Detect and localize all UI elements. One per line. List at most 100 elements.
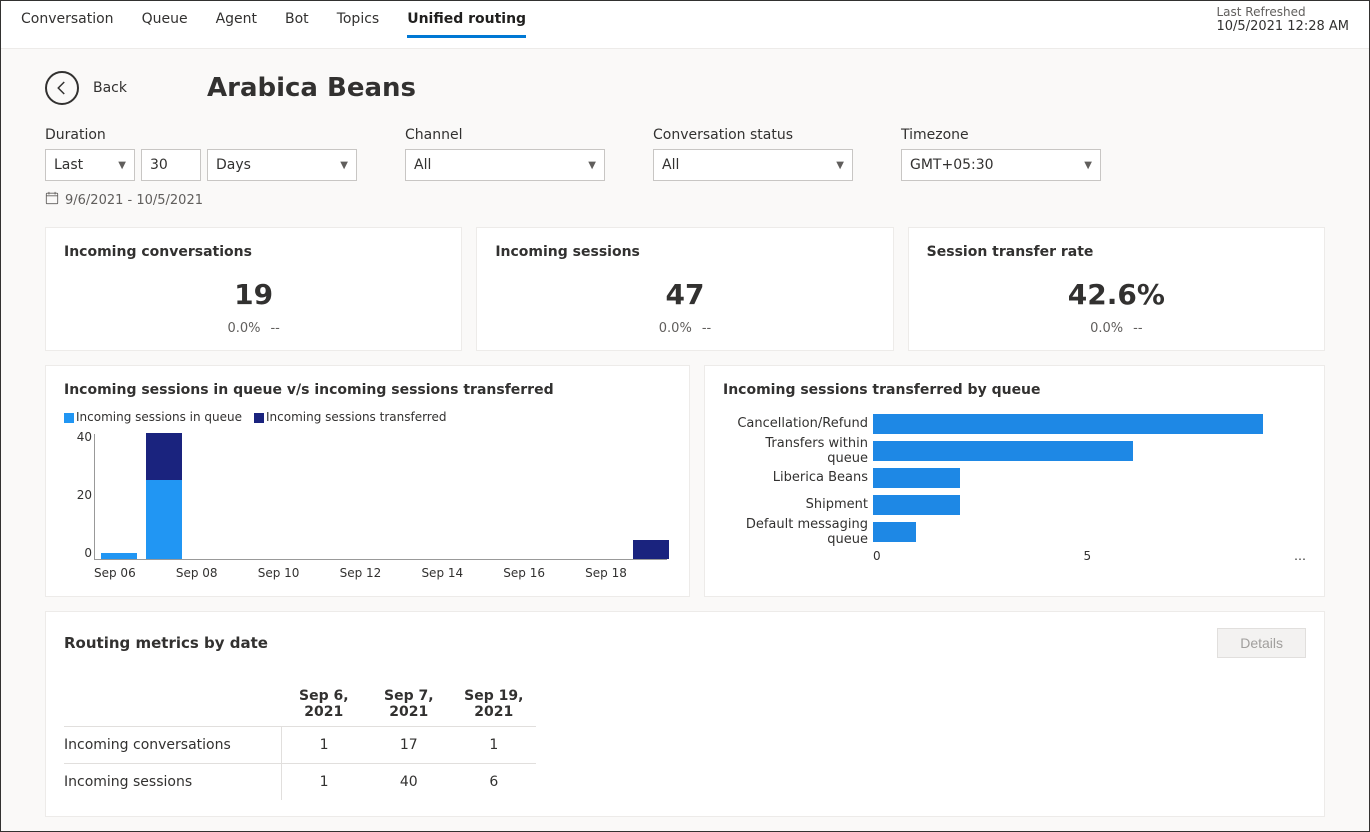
chart-transferred-by-queue: Incoming sessions transferred by queue C… — [704, 365, 1325, 597]
last-refreshed: Last Refreshed 10/5/2021 12:28 AM — [1217, 5, 1350, 34]
routing-row-label: Incoming conversations — [64, 727, 281, 764]
date-range-text: 9/6/2021 - 10/5/2021 — [65, 193, 203, 208]
duration-unit-select[interactable]: Days▼ — [207, 149, 357, 181]
chevron-down-icon: ▼ — [340, 160, 348, 171]
last-refreshed-value: 10/5/2021 12:28 AM — [1217, 19, 1350, 34]
routing-col-header: Sep 19, 2021 — [451, 682, 536, 727]
calendar-icon — [45, 191, 59, 209]
bar-in-queue — [146, 480, 182, 559]
hbar-label: Liberica Beans — [723, 470, 868, 485]
back-label[interactable]: Back — [93, 80, 127, 96]
chevron-down-icon: ▼ — [118, 160, 126, 171]
bar-stack — [633, 540, 669, 559]
hbar-row: Transfers within queue — [873, 437, 1306, 464]
kpi-title: Incoming sessions — [495, 244, 874, 260]
y-tick: 40 — [77, 430, 92, 444]
kpi-title: Session transfer rate — [927, 244, 1306, 260]
back-button[interactable] — [45, 71, 79, 105]
hx-tick: 0 — [873, 549, 881, 563]
page-title: Arabica Beans — [207, 73, 416, 103]
tab-conversation[interactable]: Conversation — [21, 11, 114, 38]
x-tick: Sep 08 — [176, 566, 258, 580]
timezone-label: Timezone — [901, 127, 1101, 143]
hbar-label: Cancellation/Refund — [723, 416, 868, 431]
routing-col-header: Sep 7, 2021 — [366, 682, 451, 727]
status-select[interactable]: All▼ — [653, 149, 853, 181]
legend-label: Incoming sessions transferred — [266, 410, 446, 424]
hbar — [873, 414, 1263, 434]
hbar — [873, 522, 916, 542]
routing-col-header — [64, 682, 281, 727]
chevron-down-icon: ▼ — [588, 160, 596, 171]
channel-label: Channel — [405, 127, 605, 143]
hbar-label: Shipment — [723, 497, 868, 512]
legend-swatch — [254, 413, 264, 423]
kpi-value: 47 — [495, 278, 874, 311]
tab-agent[interactable]: Agent — [216, 11, 257, 38]
hbar-row: Liberica Beans — [873, 464, 1306, 491]
status-label: Conversation status — [653, 127, 853, 143]
hbar-row: Shipment — [873, 491, 1306, 518]
x-tick: Sep 18 — [585, 566, 667, 580]
kpi-sub: 0.0%-- — [927, 321, 1306, 336]
routing-cell: 40 — [366, 764, 451, 801]
x-tick: Sep 14 — [421, 566, 503, 580]
x-tick: Sep 10 — [258, 566, 340, 580]
routing-cell: 17 — [366, 727, 451, 764]
routing-col-header: Sep 6, 2021 — [281, 682, 366, 727]
hx-tick: … — [1294, 549, 1306, 563]
chart1-title: Incoming sessions in queue v/s incoming … — [64, 382, 671, 398]
chart2-title: Incoming sessions transferred by queue — [723, 382, 1306, 398]
kpi-sub: 0.0%-- — [495, 321, 874, 336]
bar-stack — [101, 553, 137, 559]
y-tick: 0 — [84, 546, 92, 560]
kpi-title: Incoming conversations — [64, 244, 443, 260]
details-button[interactable]: Details — [1217, 628, 1306, 658]
legend-label: Incoming sessions in queue — [76, 410, 242, 424]
legend-swatch — [64, 413, 74, 423]
hbar-label: Default messaging queue — [723, 517, 868, 547]
hbar-label: Transfers within queue — [723, 436, 868, 466]
routing-metrics-panel: Routing metrics by date Details Sep 6, 2… — [45, 611, 1325, 817]
tab-unified-routing[interactable]: Unified routing — [407, 11, 526, 38]
chevron-down-icon: ▼ — [1084, 160, 1092, 171]
chart-sessions-vs-transferred: Incoming sessions in queue v/s incoming … — [45, 365, 690, 597]
tab-bot[interactable]: Bot — [285, 11, 309, 38]
bar-in-queue — [101, 553, 137, 559]
hbar-row: Default messaging queue — [873, 518, 1306, 545]
timezone-select[interactable]: GMT+05:30▼ — [901, 149, 1101, 181]
routing-cell: 1 — [281, 764, 366, 801]
duration-num-input[interactable]: 30 — [141, 149, 201, 181]
x-tick: Sep 16 — [503, 566, 585, 580]
routing-cell: 1 — [451, 727, 536, 764]
tab-topics[interactable]: Topics — [337, 11, 380, 38]
routing-cell: 6 — [451, 764, 536, 801]
kpi-sub: 0.0%-- — [64, 321, 443, 336]
hbar — [873, 468, 960, 488]
bar-transferred — [146, 433, 182, 480]
last-refreshed-label: Last Refreshed — [1217, 5, 1350, 19]
channel-select[interactable]: All▼ — [405, 149, 605, 181]
chevron-down-icon: ▼ — [836, 160, 844, 171]
hbar — [873, 495, 960, 515]
duration-label: Duration — [45, 127, 357, 143]
tabs-nav: Conversation Queue Agent Bot Topics Unified r… — [21, 11, 526, 38]
hx-tick: 5 — [1084, 549, 1092, 563]
routing-cell: 1 — [281, 727, 366, 764]
x-tick: Sep 06 — [94, 566, 176, 580]
bar-transferred — [633, 540, 669, 559]
kpi-card: Incoming conversations 19 0.0%-- — [45, 227, 462, 351]
x-tick: Sep 12 — [340, 566, 422, 580]
kpi-card: Incoming sessions 47 0.0%-- — [476, 227, 893, 351]
duration-rel-select[interactable]: Last▼ — [45, 149, 135, 181]
hbar-row: Cancellation/Refund — [873, 410, 1306, 437]
kpi-card: Session transfer rate 42.6% 0.0%-- — [908, 227, 1325, 351]
tab-queue[interactable]: Queue — [142, 11, 188, 38]
kpi-value: 19 — [64, 278, 443, 311]
routing-row-label: Incoming sessions — [64, 764, 281, 801]
kpi-value: 42.6% — [927, 278, 1306, 311]
hbar — [873, 441, 1133, 461]
arrow-left-icon — [53, 79, 71, 97]
y-tick: 20 — [77, 488, 92, 502]
routing-title: Routing metrics by date — [64, 634, 268, 652]
